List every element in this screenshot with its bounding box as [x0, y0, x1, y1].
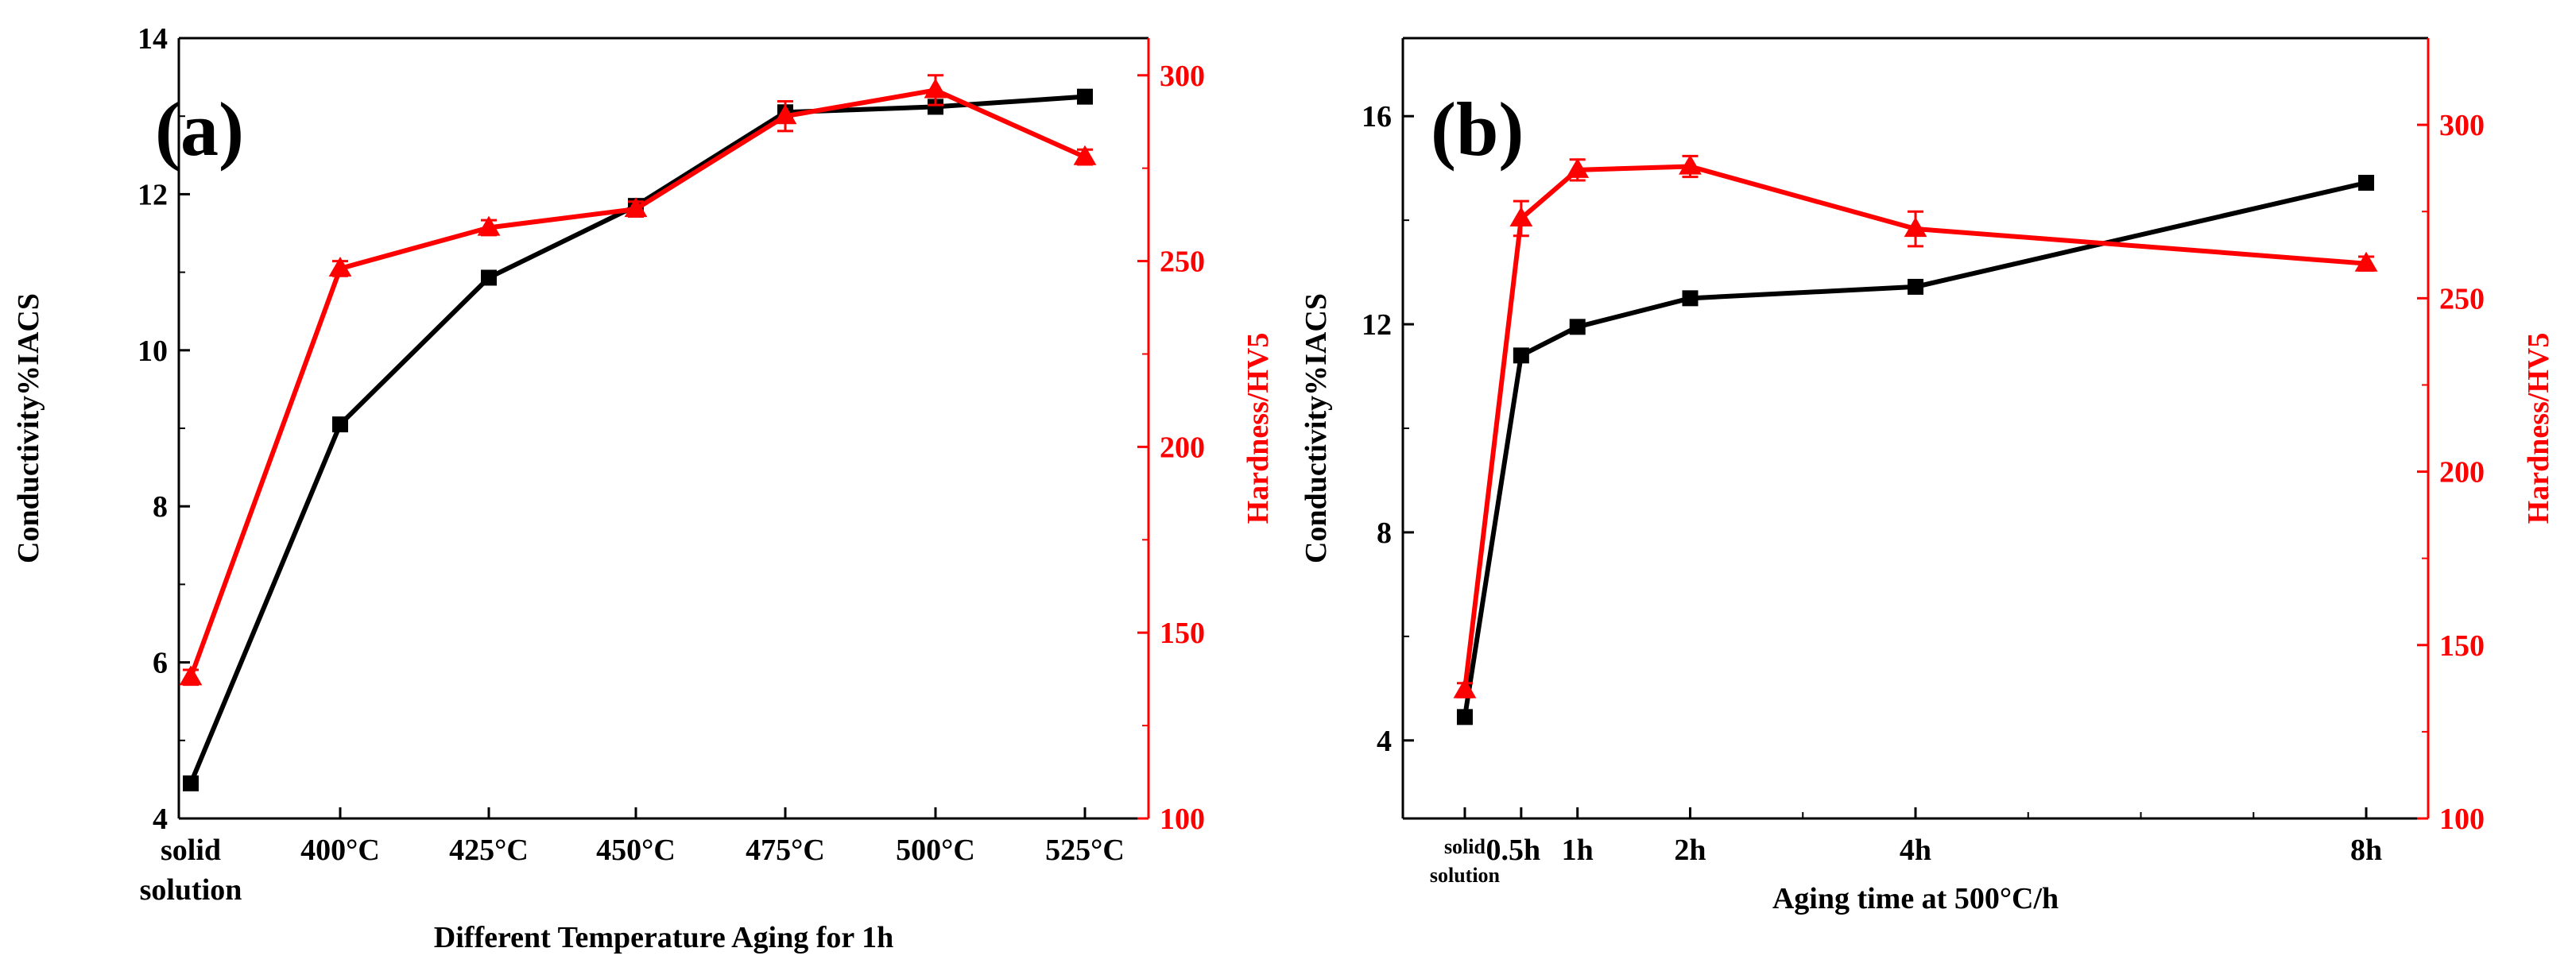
left-tick-label-a: 6 [153, 647, 168, 680]
conductivity-point-b [1682, 290, 1699, 307]
right-tick-label-b: 300 [2439, 109, 2485, 142]
left-tick-label-a: 10 [138, 335, 168, 368]
hardness-series-line-a [188, 87, 1087, 679]
y-axis-label-left-a: Conductivity%IACS [12, 293, 45, 563]
y-axis-label-right-a: Hardness/HV5 [1242, 333, 1275, 524]
panel-label-b: (b) [1431, 87, 1524, 172]
conductivity-point-b [1569, 319, 1586, 335]
conductivity-series-line-b [1462, 180, 2367, 718]
left-tick-label-b: 8 [1377, 517, 1392, 550]
conductivity-point-b [2358, 174, 2375, 191]
conductivity-point-a [481, 269, 497, 286]
hardness-point-b [1679, 154, 1702, 175]
y-axis-label-right-b: Hardness/HV5 [2522, 333, 2555, 524]
hardness-point-a [773, 104, 797, 125]
x-tick-label-a: 525°C [1045, 834, 1125, 867]
hardness-point-b [1509, 207, 1533, 227]
hardness-point-a [1073, 145, 1097, 165]
x-tick-label-b: 4h [1900, 834, 1931, 867]
left-tick-label-a: 12 [138, 178, 168, 211]
x-tick-label-b: 1h [1562, 834, 1594, 867]
x-tick-label-a: 400°C [300, 834, 380, 867]
left-tick-label-a: 4 [153, 803, 168, 836]
conductivity-point-a [928, 99, 943, 115]
hardness-point-b [1566, 157, 1590, 178]
right-tick-label-a: 300 [1160, 60, 1205, 93]
x-tick-label-a: solid [161, 834, 221, 867]
hardness-point-a [328, 257, 352, 277]
right-tick-label-a: 150 [1160, 617, 1205, 650]
left-tick-label-a: 8 [153, 490, 168, 524]
x-tick-label-a: 475°C [746, 834, 825, 867]
x-tick-label-b: 8h [2350, 834, 2382, 867]
hardness-point-a [179, 665, 203, 686]
hardness-series-line-b [1462, 164, 2367, 691]
hardness-point-a [624, 197, 648, 218]
conductivity-point-b [1456, 709, 1473, 725]
conductivity-point-a [332, 416, 348, 433]
x-axis-label-b: Aging time at 500°C/h [1772, 882, 2059, 915]
hardness-point-a [924, 78, 947, 99]
x-tick-label-a: 450°C [596, 834, 676, 867]
x-tick-label-b: solid [1444, 835, 1486, 858]
x-axis-label-a: Different Temperature Aging for 1h [434, 921, 893, 954]
x-tick-label-b: 2h [1674, 834, 1706, 867]
x-tick-label-a: solution [140, 873, 242, 907]
left-tick-label-b: 4 [1377, 725, 1392, 758]
right-tick-label-a: 100 [1160, 803, 1205, 836]
left-tick-label-b: 16 [1362, 100, 1392, 133]
conductivity-point-b [1908, 278, 1923, 295]
right-tick-label-b: 100 [2439, 803, 2485, 836]
right-tick-label-a: 200 [1160, 431, 1205, 464]
hardness-point-a [477, 215, 501, 236]
x-tick-label-b: 0.5h [1486, 834, 1541, 867]
right-tick-label-b: 250 [2439, 282, 2485, 315]
left-tick-label-b: 12 [1362, 308, 1392, 342]
left-tick-label-a: 14 [138, 22, 168, 56]
conductivity-point-a [1077, 88, 1093, 105]
panel-a: 4 6 8 10 12 14 100 150 200 250 300 solid solution 400… [12, 22, 1275, 954]
panel-label-a: (a) [155, 87, 244, 172]
conductivity-point-a [183, 775, 199, 791]
x-tick-label-a: 425°C [449, 834, 529, 867]
right-tick-label-b: 200 [2439, 456, 2485, 489]
x-tick-label-a: 500°C [896, 834, 975, 867]
x-tick-label-b: solution [1430, 864, 1501, 887]
hardness-point-b [2354, 251, 2378, 272]
right-tick-label-a: 250 [1160, 246, 1205, 279]
hardness-point-b [1453, 678, 1477, 698]
y-axis-label-left-b: Conductivity%IACS [1300, 293, 1333, 563]
right-tick-label-b: 150 [2439, 629, 2485, 663]
conductivity-point-b [1513, 347, 1529, 364]
hardness-point-b [1904, 217, 1927, 238]
